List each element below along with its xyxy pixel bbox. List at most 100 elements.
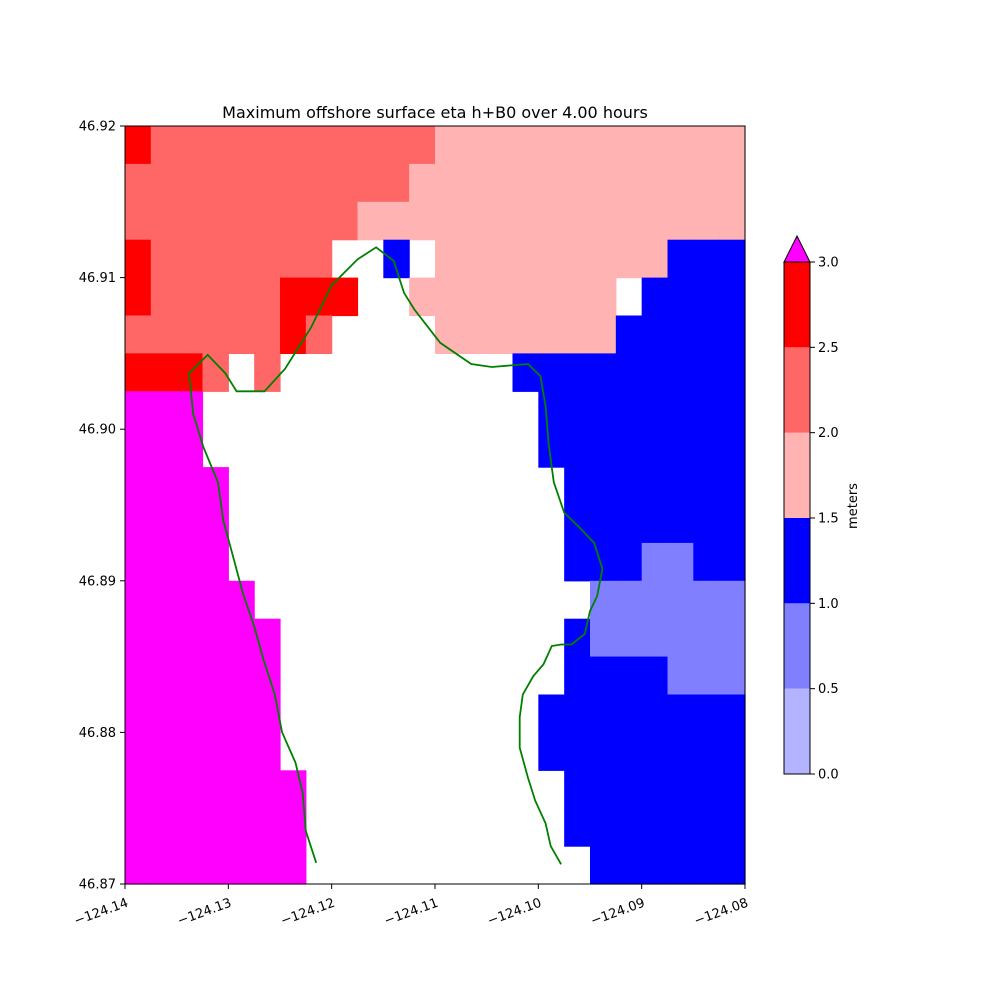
heatmap-cell (125, 694, 152, 733)
heatmap-cell (460, 201, 488, 241)
colorbar-label: meters (846, 483, 861, 529)
heatmap-cell (693, 732, 720, 771)
heatmap-cell (150, 163, 178, 203)
heatmap-cell (667, 846, 694, 885)
heatmap-cell (641, 846, 669, 885)
heatmap-cell (667, 580, 694, 620)
heatmap-cell (719, 770, 746, 809)
heatmap-cell (228, 315, 255, 354)
heatmap-cell (228, 656, 255, 696)
heatmap-cell (564, 732, 591, 771)
heatmap-cell (150, 542, 178, 582)
heatmap-cell (564, 391, 591, 430)
heatmap-cell (667, 126, 694, 165)
colorbar-segment (784, 603, 810, 689)
heatmap-cell (590, 277, 617, 317)
heatmap-cell (693, 201, 720, 241)
heatmap-cell (202, 618, 229, 658)
heatmap-cell (150, 126, 178, 165)
heatmap-cell (125, 618, 152, 658)
heatmap-cell (202, 277, 229, 317)
heatmap-cell (590, 694, 617, 733)
heatmap-cell (641, 505, 669, 544)
heatmap-cell (667, 694, 694, 733)
heatmap-cell (693, 808, 720, 847)
heatmap-cell (280, 315, 307, 354)
heatmap-cell (667, 163, 694, 203)
heatmap-cell (641, 126, 669, 165)
heatmap-cell (176, 846, 204, 885)
heatmap-cell (615, 505, 643, 544)
heatmap-cell (564, 467, 591, 506)
heatmap-cell (719, 732, 746, 771)
heatmap-cell (538, 126, 565, 165)
heatmap-cell (615, 201, 643, 241)
heatmap-cell (641, 808, 669, 847)
heatmap-cell (641, 239, 669, 279)
heatmap-cell (615, 315, 643, 354)
heatmap-cell (176, 732, 204, 771)
heatmap-cell (125, 391, 152, 430)
heatmap-cell (486, 239, 514, 279)
heatmap-cell (305, 163, 333, 203)
heatmap-cell (641, 315, 669, 354)
heatmap-cell (615, 656, 643, 696)
heatmap-cell (254, 353, 281, 392)
heatmap-cell (615, 239, 643, 279)
heatmap-cell (228, 239, 255, 279)
colorbar: 0.0 0.5 1.0 1.5 2.0 2.5 3.0 (783, 234, 839, 783)
heatmap-cell (564, 239, 591, 279)
heatmap-cell (228, 277, 255, 317)
coastline-layer (188, 246, 604, 865)
heatmap-cell (667, 429, 694, 468)
heatmap-cell (512, 239, 539, 279)
heatmap-cell (693, 239, 720, 279)
heatmap-cell (176, 315, 204, 354)
heatmap-cell (693, 770, 720, 809)
heatmap-cell (719, 277, 746, 317)
heatmap-cell (693, 163, 720, 203)
heatmap-cell (693, 505, 720, 544)
x-tick-label: −124.10 (486, 896, 544, 929)
heatmap-cell (693, 429, 720, 468)
heatmap-cell (202, 315, 229, 354)
heatmap-cell (590, 201, 617, 241)
heatmap-cell (331, 163, 359, 203)
heatmap-cell (641, 353, 669, 392)
heatmap-cell (176, 126, 204, 165)
heatmap-cell (667, 656, 694, 696)
heatmap-cell (150, 277, 178, 317)
heatmap-cell (202, 732, 229, 771)
x-tick-label: −124.11 (382, 896, 440, 929)
heatmap-cell (693, 391, 720, 430)
heatmap-cell (719, 694, 746, 733)
heatmap-cell (254, 239, 281, 279)
heatmap-cell (667, 201, 694, 241)
y-tick-label: 46.89 (79, 574, 116, 589)
heatmap-cell (176, 656, 204, 696)
heatmap-cell (615, 467, 643, 506)
heatmap-cell (202, 770, 229, 809)
heatmap-cell (176, 201, 204, 241)
heatmap-cell (641, 163, 669, 203)
heatmap-cell (538, 391, 565, 430)
y-tick-label: 46.87 (79, 878, 116, 893)
heatmap-cell (538, 201, 565, 241)
heatmap-cell (615, 732, 643, 771)
heatmap-cell (125, 467, 152, 506)
heatmap-cell (641, 201, 669, 241)
heatmap-cell (409, 277, 436, 317)
heatmap-cell (590, 770, 617, 809)
heatmap-cell (202, 846, 229, 885)
heatmap-cell (176, 163, 204, 203)
heatmap-cell (538, 694, 565, 733)
heatmap-cell (615, 770, 643, 809)
heatmap-cell (228, 732, 255, 771)
heatmap-cell (667, 391, 694, 430)
heatmap-cell (615, 618, 643, 658)
x-tick-label: −124.13 (176, 896, 234, 929)
heatmap-cell (564, 201, 591, 241)
heatmap-cell (150, 732, 178, 771)
heatmap-cell (564, 277, 591, 317)
